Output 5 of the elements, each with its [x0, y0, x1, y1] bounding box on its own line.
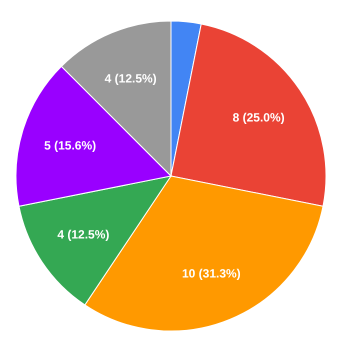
data-label: 8 (25.0%): [232, 110, 285, 124]
data-label: 5 (15.6%): [44, 138, 96, 152]
data-label: 4 (12.5%): [57, 228, 110, 242]
data-label: 10 (31.3%): [182, 266, 241, 280]
data-label: 4 (12.5%): [104, 72, 157, 86]
